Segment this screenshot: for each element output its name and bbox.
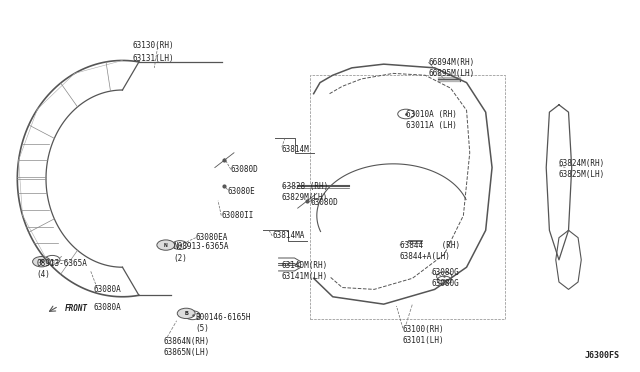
Text: 63080II: 63080II: [221, 211, 253, 220]
Text: 63100(RH): 63100(RH): [403, 326, 444, 334]
Text: 63080EA: 63080EA: [196, 233, 228, 242]
Text: N: N: [40, 259, 44, 264]
Text: FRONT: FRONT: [65, 304, 88, 313]
Text: 63080A: 63080A: [94, 303, 122, 312]
Text: 66895M(LH): 66895M(LH): [428, 69, 475, 78]
Text: 63844    (RH): 63844 (RH): [399, 241, 460, 250]
Text: 66894M(RH): 66894M(RH): [428, 58, 475, 67]
Text: B: B: [184, 311, 188, 316]
Text: 63080A: 63080A: [94, 285, 122, 294]
Text: 63131(LH): 63131(LH): [132, 54, 173, 63]
Circle shape: [157, 240, 175, 250]
Text: 63824M(RH): 63824M(RH): [559, 159, 605, 169]
Text: 63080E: 63080E: [228, 187, 255, 196]
Text: 63865N(LH): 63865N(LH): [164, 349, 210, 357]
Text: 63080G: 63080G: [431, 279, 460, 288]
Text: 63140M(RH): 63140M(RH): [282, 261, 328, 270]
Circle shape: [33, 257, 51, 267]
Text: B00146-6165H
(5): B00146-6165H (5): [196, 312, 252, 333]
Text: 63829M(LH): 63829M(LH): [282, 193, 328, 202]
Text: 63814M: 63814M: [282, 145, 310, 154]
Text: 63864N(RH): 63864N(RH): [164, 337, 210, 346]
Text: N08913-6365A
(2): N08913-6365A (2): [173, 243, 229, 263]
Text: 08913-6365A
(4): 08913-6365A (4): [36, 259, 87, 279]
Text: 63080G: 63080G: [431, 268, 460, 277]
Text: 63130(RH): 63130(RH): [132, 41, 173, 50]
Text: 63814MA: 63814MA: [272, 231, 305, 240]
Text: 63080D: 63080D: [310, 198, 338, 207]
Text: 63010A (RH): 63010A (RH): [406, 109, 457, 119]
Text: 63101(LH): 63101(LH): [403, 336, 444, 345]
Text: 63141M(LH): 63141M(LH): [282, 272, 328, 281]
Text: 63011A (LH): 63011A (LH): [406, 121, 457, 129]
Text: 63080D: 63080D: [231, 165, 259, 174]
Text: 63844+A(LH): 63844+A(LH): [399, 251, 451, 261]
Text: J6300FS: J6300FS: [584, 350, 620, 359]
Text: 63825M(LH): 63825M(LH): [559, 170, 605, 179]
Text: 63828 (RH): 63828 (RH): [282, 182, 328, 190]
Circle shape: [177, 308, 195, 318]
Text: N: N: [164, 243, 168, 248]
